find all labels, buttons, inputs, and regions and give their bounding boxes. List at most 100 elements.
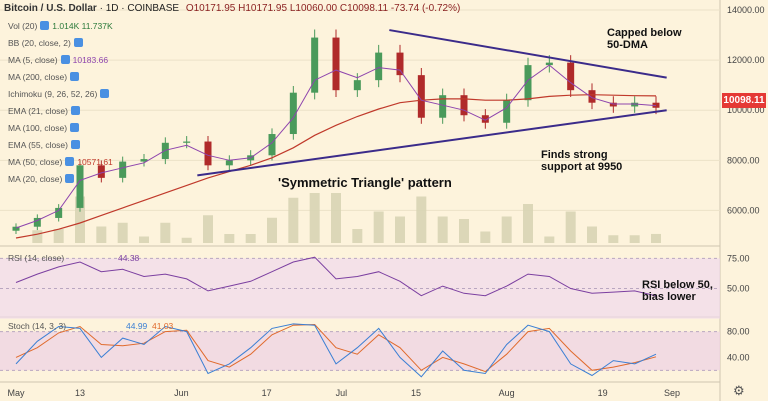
indicator-row[interactable]: MA (5, close) 10183.66 xyxy=(8,55,108,65)
ma5-line xyxy=(15,64,657,229)
volume-bar xyxy=(181,237,192,243)
indicator-row[interactable]: EMA (21, close) xyxy=(8,106,83,116)
volume-bar xyxy=(629,235,640,243)
volume-bar xyxy=(245,234,256,243)
eye-icon[interactable] xyxy=(70,72,80,81)
stoch-title: Stoch (14, 3, 3) xyxy=(8,321,66,331)
eye-icon[interactable] xyxy=(71,140,80,149)
candle-body xyxy=(55,207,63,218)
indicator-row[interactable]: MA (20, close) xyxy=(8,174,77,184)
indicator-row[interactable]: MA (200, close) xyxy=(8,72,82,82)
time-tick-label: Aug xyxy=(499,388,515,398)
time-tick-label: 13 xyxy=(75,388,85,398)
ma50-line xyxy=(15,94,657,239)
oscillator-layer xyxy=(0,256,720,378)
volume-bar xyxy=(352,229,363,243)
indicator-label: EMA (55, close) xyxy=(8,140,68,150)
candle-body xyxy=(332,37,340,91)
indicator-row[interactable]: MA (50, close) 10571.61 xyxy=(8,157,113,167)
candle-body xyxy=(417,75,425,118)
indicator-row[interactable]: Vol (20) 1.014K 11.737K xyxy=(8,21,113,31)
stoch-k-line xyxy=(15,323,657,378)
annotation-pattern-text: 'Symmetric Triangle' pattern xyxy=(278,175,452,190)
volume-bar xyxy=(267,217,277,243)
rsi-tick-label: 75.00 xyxy=(727,253,750,263)
symbol-title: Bitcoin / U.S. Dollar xyxy=(4,3,97,14)
price-tick-label: 10000.00 xyxy=(727,105,765,115)
annotation-capped-text: Capped below 50-DMA xyxy=(607,27,682,51)
indicator-row[interactable]: MA (100, close) xyxy=(8,123,82,133)
volume-bar xyxy=(651,233,661,243)
interval-label[interactable]: 1D xyxy=(105,3,119,14)
annotation-rsi: RSI below 50, bias lower xyxy=(642,279,713,303)
volume-bar xyxy=(203,215,213,243)
volume-bar xyxy=(459,219,469,243)
rsi-title: RSI (14, close) xyxy=(8,253,64,263)
time-tick-label: Sep xyxy=(664,388,680,398)
time-tick-label: 19 xyxy=(598,388,608,398)
volume-bar xyxy=(587,226,597,243)
indicator-row[interactable]: EMA (55, close) xyxy=(8,140,83,150)
indicator-label: MA (200, close) xyxy=(8,72,68,82)
lines-layer xyxy=(15,29,667,239)
volume-bar xyxy=(331,193,341,243)
volume-bar xyxy=(608,235,619,243)
indicator-label: EMA (21, close) xyxy=(8,106,68,116)
eye-icon[interactable] xyxy=(65,174,75,183)
time-tick-label: 17 xyxy=(262,388,272,398)
candle-body xyxy=(12,226,20,231)
eye-icon[interactable] xyxy=(40,21,50,30)
volume-bar xyxy=(288,197,299,243)
gear-icon[interactable]: ⚙ xyxy=(733,383,745,398)
rsi-line xyxy=(15,256,657,297)
candle-body xyxy=(119,161,127,178)
ohlc-readout: O10171.95 H10171.95 L10060.00 C10098.11 … xyxy=(185,3,461,14)
volume-bar xyxy=(53,229,64,243)
candle-body xyxy=(268,134,276,156)
volume-bar xyxy=(139,236,149,243)
axis-layer: 6000.00 8000.00 10000.00 12000.00 14000.00 Ma… xyxy=(7,5,764,398)
candle-body xyxy=(524,65,532,101)
indicator-label: MA (100, close) xyxy=(8,123,68,133)
volume-layer xyxy=(32,193,661,243)
volume-bar xyxy=(117,222,128,243)
candle-body xyxy=(204,141,212,166)
eye-icon[interactable] xyxy=(71,106,80,115)
indicator-label: BB (20, close, 2) xyxy=(8,38,71,48)
candle-body xyxy=(631,102,639,107)
indicator-label: MA (5, close) xyxy=(8,55,58,65)
indicator-label: MA (20, close) xyxy=(8,174,63,184)
time-tick-label: Jun xyxy=(174,388,189,398)
annotation-support-text: Finds strong support at 9950 xyxy=(541,149,623,173)
chart-header: Bitcoin / U.S. Dollar · 1D · COINBASE O1… xyxy=(4,3,461,14)
volume-bar xyxy=(523,204,533,243)
eye-icon[interactable] xyxy=(70,123,80,132)
indicator-label: Vol (20) xyxy=(8,21,38,31)
volume-bar xyxy=(75,196,85,243)
annotation-rsi-text: RSI below 50, bias lower xyxy=(642,279,713,303)
stoch-k-value: 44.99 xyxy=(126,321,148,331)
stoch-tick-label: 40.00 xyxy=(727,352,750,362)
candle-body xyxy=(439,95,447,118)
candle-body xyxy=(97,165,105,178)
eye-icon[interactable] xyxy=(100,89,110,98)
candle-body xyxy=(481,115,489,123)
triangle-upper-line xyxy=(389,29,667,79)
candle-body xyxy=(33,217,41,227)
eye-icon[interactable] xyxy=(65,157,75,166)
indicator-row[interactable]: Ichimoku (9, 26, 52, 26) xyxy=(8,89,112,99)
eye-icon[interactable] xyxy=(73,38,83,47)
rsi-tick-label: 50.00 xyxy=(727,284,750,294)
candle-body xyxy=(76,165,84,208)
stoch-d-value: 41.03 xyxy=(152,321,174,331)
last-price-tag: 10098.11 xyxy=(722,93,766,108)
price-tick-label: 12000.00 xyxy=(727,55,765,65)
candle-body xyxy=(460,95,468,116)
volume-bar xyxy=(395,216,405,243)
price-tick-label: 6000.00 xyxy=(727,205,760,215)
eye-icon[interactable] xyxy=(60,55,70,64)
indicator-row[interactable]: BB (20, close, 2) xyxy=(8,38,86,48)
price-tick-label: 8000.00 xyxy=(727,155,760,165)
stoch-band xyxy=(0,331,720,371)
candle-body xyxy=(289,92,297,135)
